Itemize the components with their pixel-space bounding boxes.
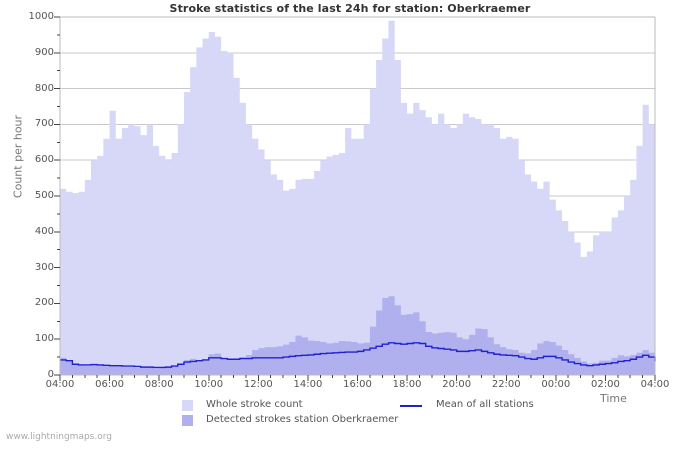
x-tick-label: 06:00 <box>95 379 124 390</box>
x-tick-label: 04:00 <box>45 379 75 390</box>
y-tick-label: 700 <box>34 118 54 130</box>
legend-swatch <box>182 415 193 426</box>
x-tick-label: 12:00 <box>243 379 273 390</box>
y-tick-label: 800 <box>34 82 54 94</box>
legend-label: Mean of all stations <box>436 399 534 410</box>
y-tick-label: 200 <box>34 297 54 309</box>
chart-title: Stroke statistics of the last 24h for st… <box>169 2 531 15</box>
x-tick-label: 18:00 <box>392 379 422 390</box>
x-tick-label: 20:00 <box>442 379 472 390</box>
x-tick-label: 02:00 <box>590 379 620 390</box>
y-tick-label: 1000 <box>28 11 54 22</box>
legend-swatch <box>182 400 193 411</box>
x-axis-label: Time <box>600 392 627 405</box>
source-watermark: www.lightningmaps.org <box>6 432 112 442</box>
y-tick-label: 400 <box>34 225 54 237</box>
y-tick-label: 900 <box>34 46 54 58</box>
area-whole-stroke-count <box>60 20 655 376</box>
legend-label: Detected strokes station Oberkraemer <box>206 414 399 425</box>
y-tick-label: 0 <box>47 369 54 380</box>
y-tick-label: 300 <box>34 261 54 273</box>
x-tick-label: 08:00 <box>144 379 174 390</box>
y-tick-label: 500 <box>34 190 54 201</box>
y-tick-label: 100 <box>34 333 54 345</box>
x-tick-label: 10:00 <box>194 379 224 390</box>
x-tick-label: 14:00 <box>293 379 323 390</box>
y-tick-label: 600 <box>34 154 54 166</box>
legend-line-marker <box>400 405 422 407</box>
line-mean-of-all-stations <box>60 342 656 369</box>
x-tick-label: 04:00 <box>640 379 670 390</box>
x-tick-label: 22:00 <box>491 379 521 390</box>
legend-label: Whole stroke count <box>206 399 303 410</box>
x-tick-label: 16:00 <box>343 379 372 390</box>
x-tick-label: 00:00 <box>541 379 571 390</box>
